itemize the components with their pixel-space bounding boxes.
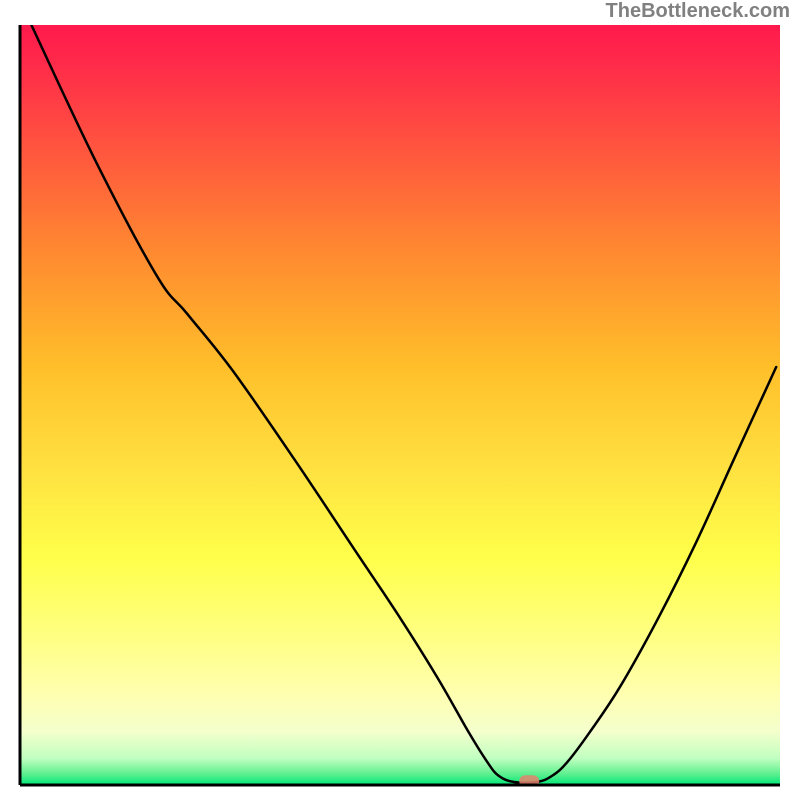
chart-svg (0, 0, 800, 800)
chart-container: TheBottleneck.com (0, 0, 800, 800)
gradient-background (20, 25, 780, 785)
watermark-text: TheBottleneck.com (606, 0, 790, 23)
